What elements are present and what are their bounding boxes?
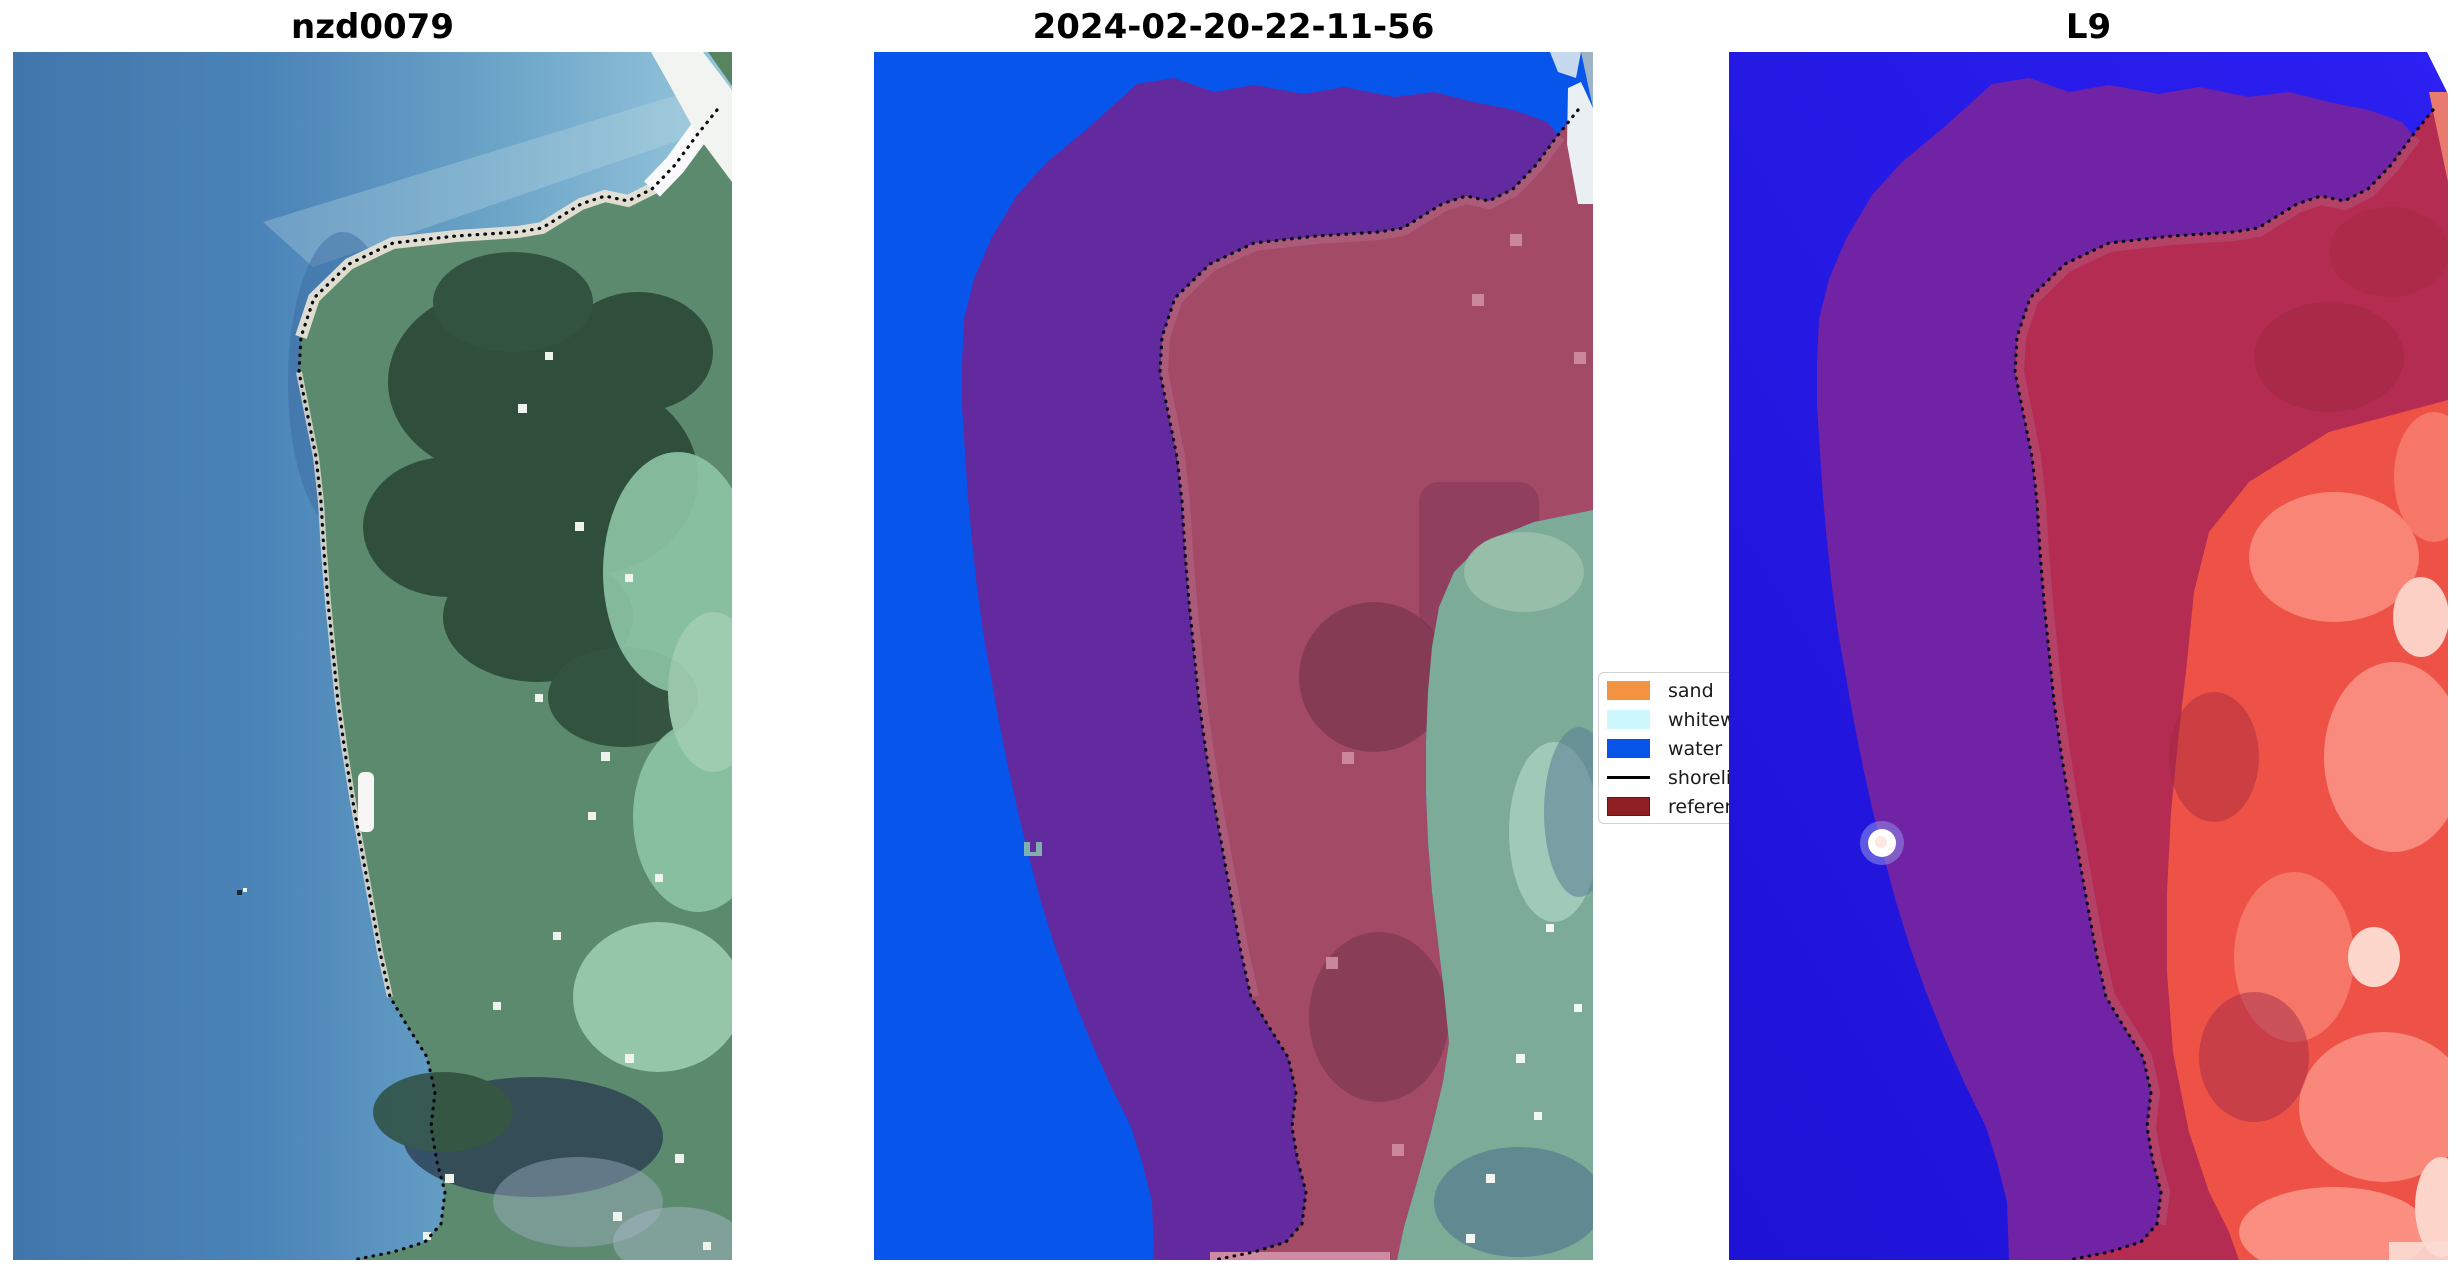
- legend-row-sand: sand: [1599, 676, 1803, 705]
- legend-label-sand: sand: [1668, 679, 1714, 702]
- panel-title-middle: 2024-02-20-22-11-56: [1032, 7, 1435, 47]
- corner-surf-middle: [1550, 52, 1593, 204]
- reference-buffer-water: [1817, 78, 2413, 1260]
- salmon-texture: [2234, 412, 2448, 1260]
- legend-row-shoreli: shoreli: [1599, 763, 1803, 792]
- legend-row-water: water: [1599, 734, 1803, 763]
- ocean-streak: [263, 87, 732, 267]
- panel-left-true-color: [13, 52, 732, 1260]
- legend-label-whitew: whitew: [1668, 708, 1736, 731]
- buffer-pink-spots: [1326, 234, 1586, 1156]
- land-teal-texture: [1434, 532, 1593, 1257]
- panel-right-l9: [1729, 52, 2448, 1260]
- legend-label-water: water: [1668, 737, 1723, 760]
- shoreline-dotted-line: [1158, 108, 1580, 1260]
- land-outside-buffer: [1397, 510, 1593, 1260]
- legend-label-shoreli: shoreli: [1668, 766, 1732, 789]
- cloud-blob: [1860, 821, 1904, 865]
- legend-swatch-referen: [1607, 797, 1650, 816]
- legend-row-referen: referen: [1599, 792, 1803, 821]
- legend-label-referen: referen: [1668, 795, 1737, 818]
- legend-swatch-sand: [1607, 681, 1650, 700]
- corner-surf-right: [2427, 52, 2448, 182]
- building-specks: [423, 352, 711, 1250]
- water-artifact: [1024, 842, 1042, 856]
- meadow-patches: [493, 452, 732, 1260]
- white-cliff: [358, 772, 374, 832]
- panel-left-svg: [13, 52, 732, 1260]
- bottom-pink-strip: [1210, 1252, 1390, 1260]
- panel-middle-classification: [874, 52, 1593, 1260]
- forest-patches: [363, 252, 713, 1197]
- crimson-dark-patches: [2169, 207, 2448, 1122]
- legend-row-whitew: whitew: [1599, 705, 1803, 734]
- legend-swatch-water: [1607, 739, 1650, 758]
- shoreline-dotted-line: [2013, 108, 2435, 1260]
- shoreline-dotted-line: [297, 108, 719, 1260]
- reference-buffer-water: [962, 78, 1558, 1260]
- panel-right-svg: [1729, 52, 2448, 1260]
- panel-title-right: L9: [2065, 7, 2112, 47]
- legend-swatch-whitew: [1607, 710, 1650, 729]
- boat-speck: [237, 888, 247, 895]
- corner-land: [708, 52, 732, 86]
- legend-swatch-shoreli: [1607, 776, 1650, 779]
- panel-middle-svg: [874, 52, 1593, 1260]
- corner-surf: [651, 52, 732, 182]
- panel-title-left: nzd0079: [291, 7, 454, 47]
